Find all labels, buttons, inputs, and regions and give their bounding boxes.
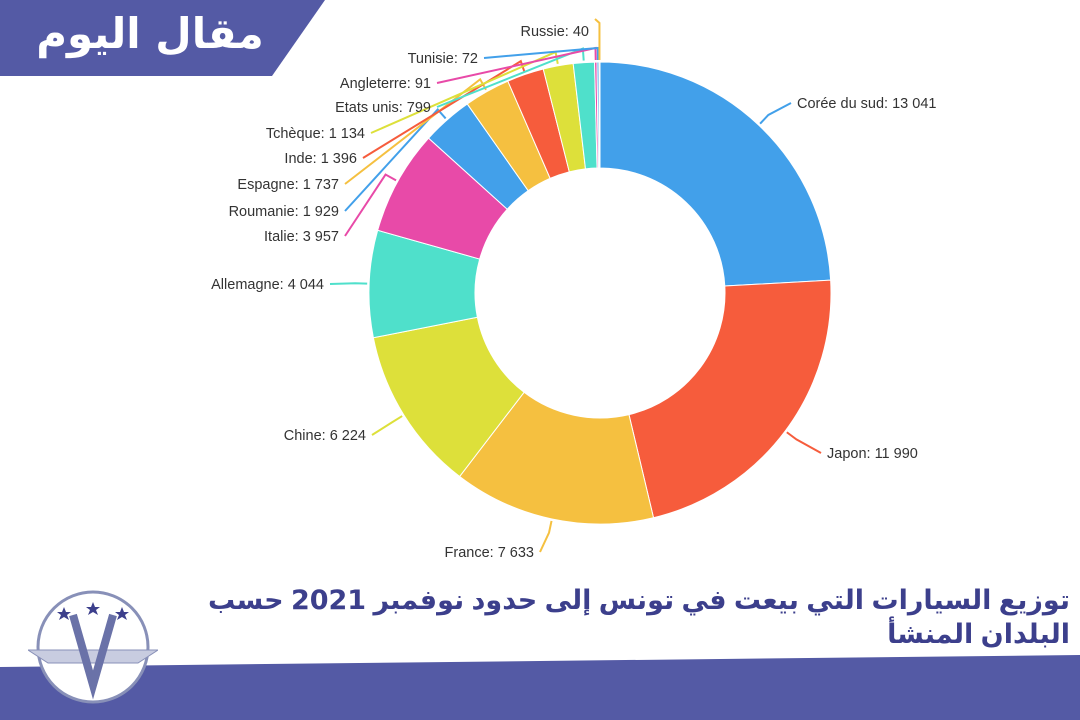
- slice-corée-du-sud[interactable]: [599, 61, 832, 287]
- leader-line: [344, 107, 447, 212]
- leader-line: [362, 59, 526, 159]
- leader-line: [759, 102, 792, 125]
- data-label: Tchèque: 1 134: [266, 126, 365, 142]
- data-label: Espagne: 1 737: [237, 177, 339, 193]
- footer-band: [0, 655, 1080, 720]
- data-label: Angleterre: 91: [340, 76, 431, 92]
- star-icon: [57, 607, 71, 620]
- slice-russie[interactable]: [598, 61, 601, 169]
- leader-line: [483, 46, 599, 61]
- header-badge-text: مقال اليوم: [36, 9, 264, 58]
- data-label: Allemagne: 4 044: [211, 277, 324, 293]
- data-label: Corée du sud: 13 041: [797, 96, 936, 112]
- data-label: Japon: 11 990: [827, 446, 918, 462]
- leader-line: [371, 415, 403, 436]
- data-label: Chine: 6 224: [284, 428, 366, 444]
- data-label: Roumanie: 1 929: [229, 204, 339, 220]
- data-label: Tunisie: 72: [408, 51, 478, 67]
- leader-line: [539, 520, 553, 553]
- leader-line: [344, 173, 397, 237]
- data-label: Russie: 40: [520, 24, 589, 40]
- star-icon: [115, 607, 129, 620]
- data-label: France: 7 633: [445, 545, 534, 561]
- data-label: Inde: 1 396: [284, 151, 357, 167]
- brand-logo: [28, 590, 158, 704]
- leader-line: [786, 431, 822, 454]
- data-label: Etats unis: 799: [335, 100, 431, 116]
- data-label: Italie: 3 957: [264, 229, 339, 245]
- slice-france[interactable]: [458, 391, 655, 525]
- star-icon: [86, 602, 100, 615]
- leader-line: [594, 18, 601, 61]
- leader-line: [329, 282, 368, 285]
- slice-japon[interactable]: [628, 279, 832, 519]
- header-banner: [0, 0, 325, 76]
- chart-title: توزيع السيارات التي بيعت في تونس إلى حدو…: [208, 585, 1071, 650]
- leader-line: [344, 77, 487, 185]
